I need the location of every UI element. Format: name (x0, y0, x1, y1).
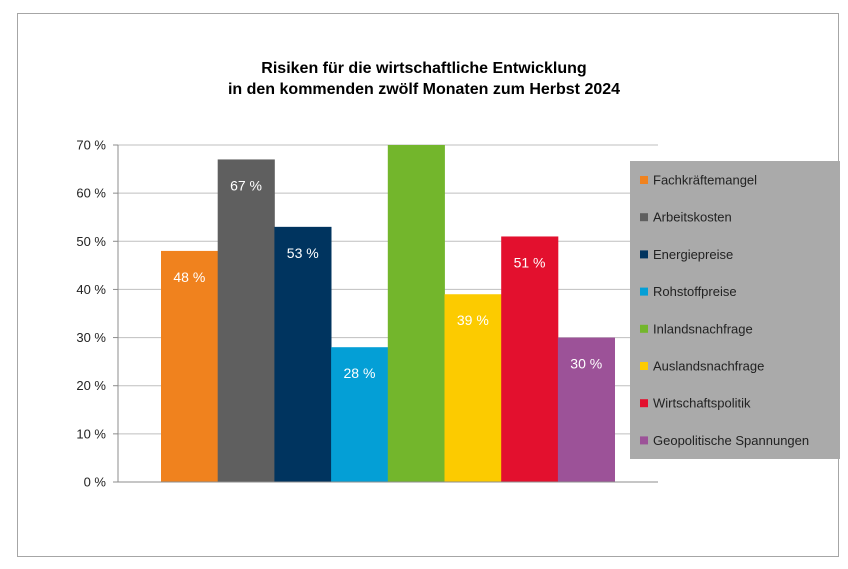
legend-swatch (640, 324, 648, 333)
bar (161, 250, 219, 482)
data-label: 53 % (287, 245, 319, 261)
chart-title: Risiken für die wirtschaftliche Entwickl… (0, 58, 848, 100)
y-tick-label: 50 % (76, 234, 106, 249)
legend-label: Arbeitskosten (653, 210, 732, 225)
data-label: 39 % (457, 312, 489, 328)
bar (444, 294, 502, 482)
legend-swatch (640, 213, 648, 222)
legend-label: Fachkräftemangel (653, 173, 757, 188)
legend-swatch (640, 176, 648, 184)
y-tick-label: 70 % (76, 138, 106, 153)
bar (274, 226, 332, 482)
chart-title-line-2: in den kommenden zwölf Monaten zum Herbs… (227, 81, 621, 98)
chart-title-line-1: Risiken für die wirtschaftliche Entwickl… (261, 60, 587, 77)
y-tick-label: 0 % (84, 475, 107, 490)
data-label: 51 % (514, 254, 546, 270)
legend-swatch (640, 399, 648, 408)
y-tick-label: 10 % (76, 426, 106, 441)
y-tick-label: 60 % (76, 186, 106, 201)
legend-swatch (640, 436, 648, 445)
bar (387, 145, 445, 482)
legend-swatch (640, 362, 648, 370)
y-tick-label: 40 % (76, 282, 106, 297)
bar (501, 236, 559, 482)
y-tick-label: 30 % (76, 330, 106, 345)
legend-label: Energiepreise (653, 247, 733, 262)
legend-label: Geopolitische Spannungen (653, 433, 809, 448)
legend-label: Inlandsnachfrage (653, 321, 753, 336)
data-label: 67 % (230, 177, 262, 193)
bar (331, 347, 389, 482)
legend-swatch (640, 287, 648, 296)
data-label: 28 % (343, 365, 375, 381)
data-label: 30 % (570, 356, 602, 372)
legend-label: Auslandsnachfrage (653, 359, 764, 374)
bar (217, 159, 275, 482)
legend-label: Rohstoffpreise (653, 284, 737, 299)
legend-swatch (640, 250, 648, 259)
y-tick-label: 20 % (76, 378, 106, 393)
bar (557, 337, 615, 482)
legend-box (630, 161, 840, 459)
legend-label: Wirtschaftspolitik (653, 396, 751, 411)
data-label: 48 % (173, 269, 205, 285)
